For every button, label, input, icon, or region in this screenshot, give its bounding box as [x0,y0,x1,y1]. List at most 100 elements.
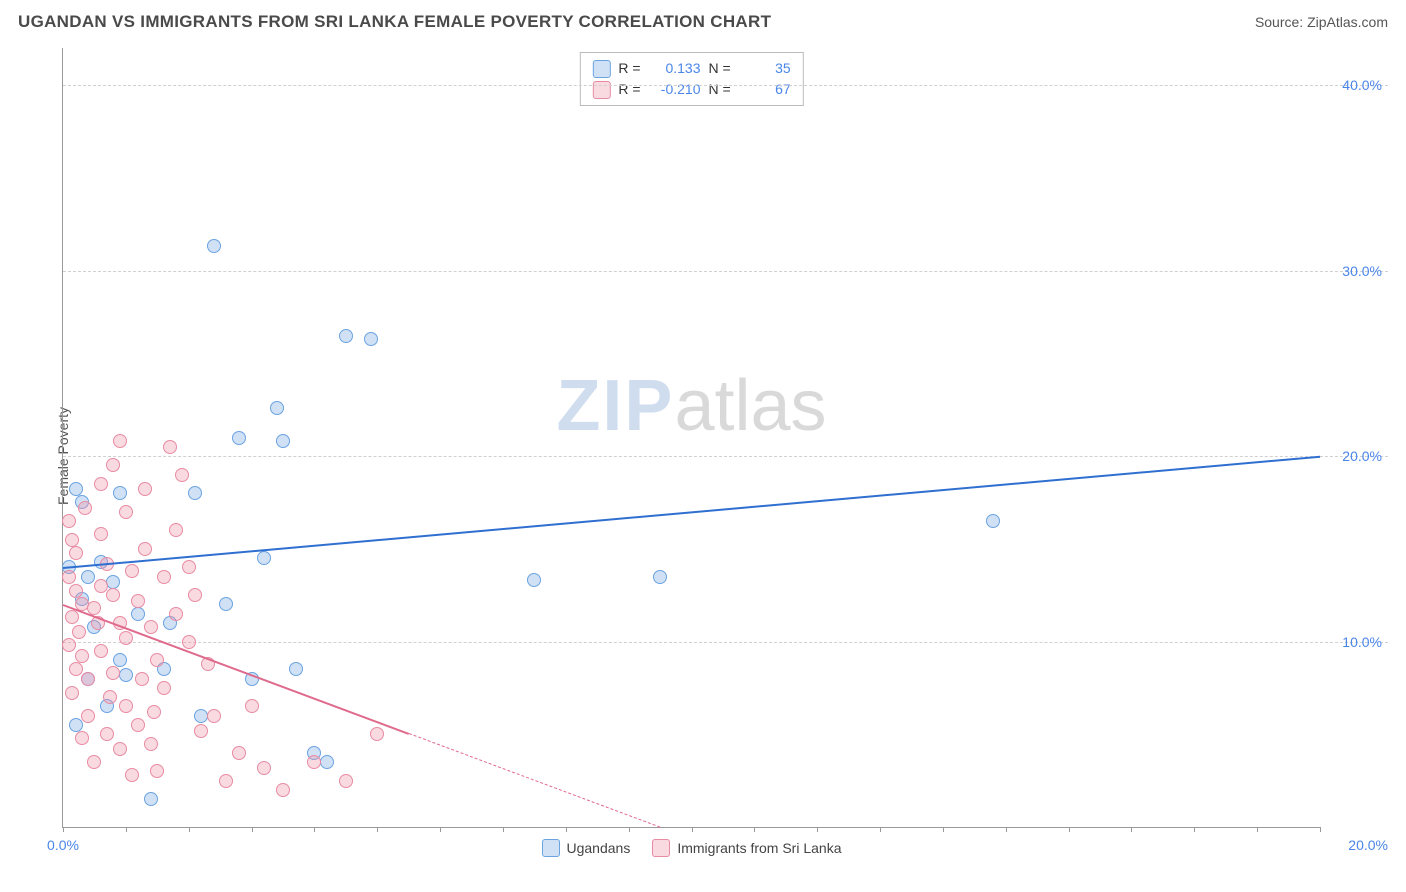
r-value-series1: 0.133 [649,58,701,79]
chart-title: UGANDAN VS IMMIGRANTS FROM SRI LANKA FEM… [18,12,771,32]
data-point [138,482,152,496]
data-point [147,705,161,719]
data-point [257,551,271,565]
watermark: ZIPatlas [556,365,826,447]
data-point [94,579,108,593]
x-tick [566,827,567,832]
x-tick [503,827,504,832]
data-point [370,727,384,741]
data-point [150,653,164,667]
data-point [62,638,76,652]
n-label: N = [709,79,731,100]
correlation-legend: R = 0.133 N = 35 R = -0.210 N = 67 [579,52,803,106]
data-point [144,737,158,751]
data-point [94,477,108,491]
data-point [72,625,86,639]
n-label: N = [709,58,731,79]
source-attribution: Source: ZipAtlas.com [1255,14,1388,30]
data-point [188,486,202,500]
trend-line [408,733,660,828]
x-tick [1320,827,1321,832]
data-point [131,607,145,621]
trend-line [63,456,1320,569]
data-point [81,709,95,723]
data-point [150,764,164,778]
x-tick [754,827,755,832]
data-point [113,653,127,667]
data-point [100,727,114,741]
data-point [276,434,290,448]
r-label: R = [618,79,640,100]
data-point [113,486,127,500]
x-tick [1257,827,1258,832]
n-value-series2: 67 [739,79,791,100]
data-point [62,514,76,528]
x-tick [252,827,253,832]
data-point [188,588,202,602]
data-point [169,607,183,621]
data-point [69,482,83,496]
data-point [219,597,233,611]
data-point [138,542,152,556]
gridline [63,456,1388,457]
data-point [69,546,83,560]
legend-item-series2: Immigrants from Sri Lanka [652,839,841,857]
data-point [78,501,92,515]
legend-item-series1: Ugandans [542,839,631,857]
data-point [182,635,196,649]
data-point [364,332,378,346]
data-point [207,239,221,253]
n-value-series1: 35 [739,58,791,79]
watermark-part1: ZIP [556,366,674,446]
watermark-part2: atlas [674,366,826,446]
data-point [157,570,171,584]
x-tick [440,827,441,832]
data-point [81,672,95,686]
data-point [163,440,177,454]
data-point [527,573,541,587]
data-point [103,690,117,704]
data-point [339,329,353,343]
data-point [144,620,158,634]
data-point [106,458,120,472]
x-tick [1131,827,1132,832]
data-point [207,709,221,723]
data-point [257,761,271,775]
swatch-series2 [592,81,610,99]
data-point [69,584,83,598]
series-legend: Ugandans Immigrants from Sri Lanka [542,839,842,857]
plot-area: ZIPatlas R = 0.133 N = 35 R = -0.210 N =… [62,48,1320,828]
data-point [219,774,233,788]
gridline [63,642,1388,643]
data-point [94,527,108,541]
x-tick [943,827,944,832]
data-point [113,434,127,448]
data-point [119,699,133,713]
x-tick [189,827,190,832]
x-tick [126,827,127,832]
data-point [653,570,667,584]
x-tick [1006,827,1007,832]
data-point [194,724,208,738]
legend-row-series2: R = -0.210 N = 67 [592,79,790,100]
y-tick-label: 10.0% [1342,634,1382,650]
data-point [986,514,1000,528]
data-point [276,783,290,797]
r-value-series2: -0.210 [649,79,701,100]
data-point [320,755,334,769]
data-point [307,755,321,769]
data-point [289,662,303,676]
x-tick [377,827,378,832]
swatch-series1 [592,60,610,78]
x-tick [1069,827,1070,832]
data-point [62,570,76,584]
x-tick [314,827,315,832]
data-point [232,431,246,445]
data-point [75,649,89,663]
x-tick-label-left: 0.0% [47,837,79,853]
x-tick [1194,827,1195,832]
data-point [106,575,120,589]
x-tick-label-right: 20.0% [1348,837,1388,853]
data-point [157,681,171,695]
data-point [119,631,133,645]
